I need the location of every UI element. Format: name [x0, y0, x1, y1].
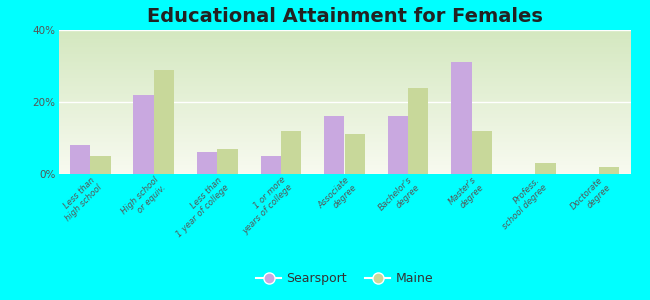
Bar [90, 156, 110, 174]
Bar [535, 163, 556, 174]
Bar [408, 88, 428, 174]
Bar [197, 152, 217, 174]
Title: Educational Attainment for Females: Educational Attainment for Females [146, 7, 543, 26]
Bar [217, 149, 238, 174]
Bar [599, 167, 619, 174]
Bar [472, 131, 492, 174]
Bar [70, 145, 90, 174]
Bar [451, 62, 472, 174]
Bar [154, 70, 174, 174]
Bar [344, 134, 365, 174]
Bar [133, 95, 154, 174]
Legend: Searsport, Maine: Searsport, Maine [251, 267, 438, 290]
Bar [324, 116, 345, 174]
Bar [387, 116, 408, 174]
Bar [281, 131, 302, 174]
Bar [261, 156, 281, 174]
